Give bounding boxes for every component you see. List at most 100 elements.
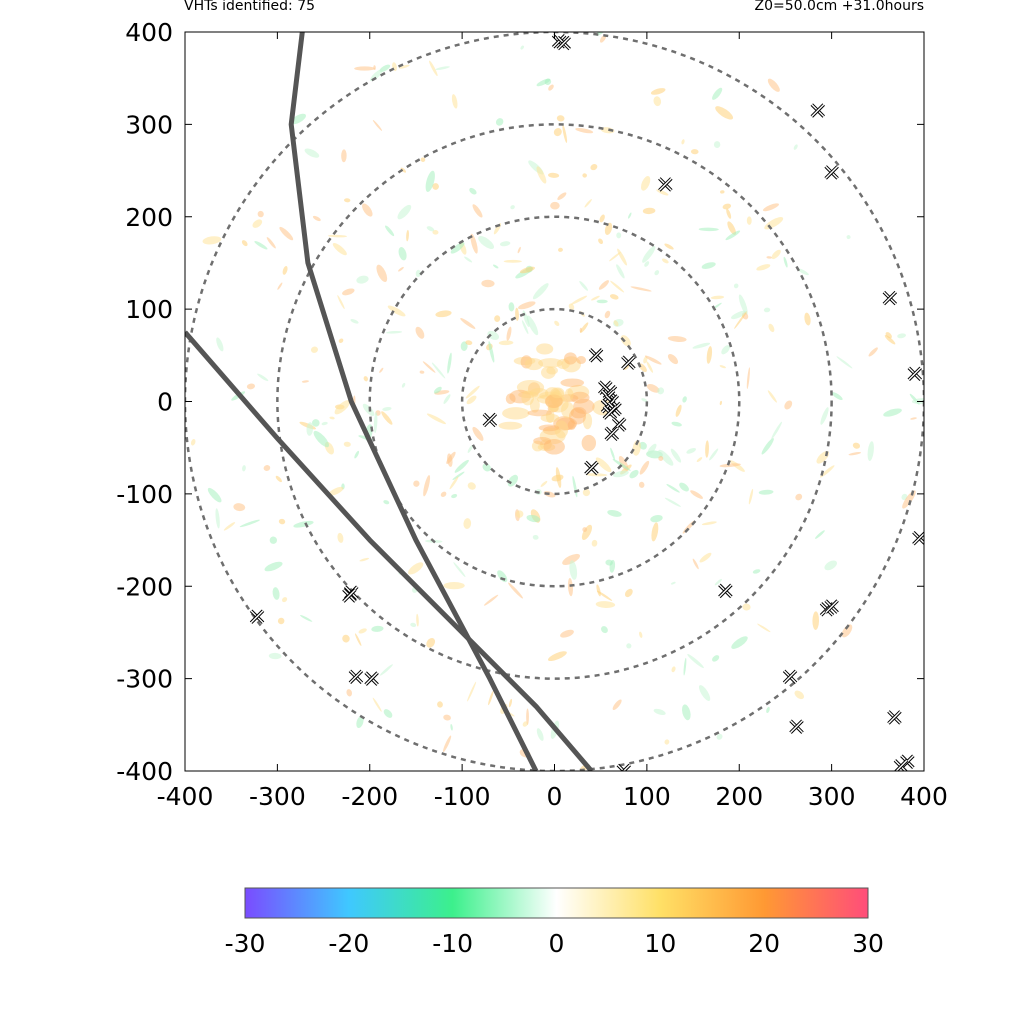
y-tick-label: -100 (116, 480, 173, 509)
field-blob (604, 310, 611, 319)
field-blob (532, 534, 539, 540)
field-blob (650, 88, 666, 95)
field-blob (383, 709, 393, 718)
x-tick-label: -300 (249, 782, 306, 811)
field-blob (783, 256, 788, 268)
field-blob (726, 208, 732, 219)
field-blob (343, 198, 351, 203)
field-blob (460, 341, 468, 351)
field-blob (638, 481, 645, 488)
field-blob (277, 282, 283, 290)
field-blob (488, 341, 495, 363)
field-blob (812, 611, 820, 630)
field-blob (269, 536, 278, 544)
field-blob (643, 356, 648, 364)
y-tick-label: 0 (157, 388, 173, 417)
field-blob (526, 514, 541, 523)
field-blob (264, 561, 283, 572)
field-blob (442, 735, 452, 753)
field-blob (519, 266, 535, 274)
field-blob (451, 94, 458, 109)
core-blob (581, 434, 597, 452)
field-blob (358, 628, 367, 634)
field-blob (429, 60, 438, 77)
field-blob (624, 588, 633, 598)
field-blob (650, 514, 663, 523)
field-blob (716, 733, 723, 740)
colorbar-tick-label: 0 (549, 929, 565, 958)
vht-marker (348, 669, 364, 684)
core-blob (524, 358, 544, 371)
field-blob (795, 493, 803, 501)
field-blob (897, 333, 906, 339)
field-blob (681, 704, 691, 721)
core-blob (550, 387, 565, 399)
field-blob (312, 419, 320, 427)
field-blob (488, 690, 494, 706)
field-blob (639, 631, 643, 638)
field-blob (719, 365, 726, 369)
field-blob (841, 624, 853, 638)
field-blob (272, 587, 280, 600)
field-blob (591, 295, 600, 301)
field-blob (373, 412, 378, 434)
field-blob (771, 249, 781, 260)
field-blob (425, 170, 435, 192)
field-blob (579, 280, 589, 291)
field-blob (406, 229, 409, 242)
field-blob (686, 447, 697, 454)
field-blob (738, 294, 748, 315)
colorbar-axis: -30 -20 -10 0 10 20 30 (225, 929, 884, 958)
field-blob (715, 106, 734, 120)
field-blob (612, 458, 631, 471)
field-blob (426, 226, 435, 232)
field-blob (440, 491, 447, 497)
field-blob (450, 242, 465, 254)
track-lines (185, 32, 594, 771)
field-blob (420, 157, 426, 162)
core-blob (563, 352, 577, 365)
field-blob (363, 376, 368, 382)
field-blob (640, 176, 651, 191)
field-blob (661, 258, 669, 264)
field-blob (620, 335, 631, 347)
field-blob (452, 471, 465, 480)
field-blob (495, 118, 504, 126)
field-blob (719, 400, 723, 406)
field-blob (591, 539, 598, 547)
vht-marker (249, 609, 265, 624)
y-tick-label: 300 (125, 110, 173, 139)
field-blob (609, 252, 621, 262)
field-blob (590, 164, 598, 171)
vht-marker (621, 355, 636, 370)
colorbar-tick-label: -20 (328, 929, 369, 958)
field-blob (820, 407, 829, 425)
field-blob (867, 441, 874, 461)
field-blob (254, 241, 268, 250)
field-blob (526, 708, 529, 725)
core-blob (560, 378, 585, 387)
field-blob (279, 226, 294, 241)
field-blob (712, 87, 723, 100)
vht-marker (604, 426, 619, 442)
colorbar-tick-label: -30 (225, 929, 266, 958)
field-blob (354, 66, 375, 71)
field-blob (731, 636, 748, 649)
field-blob (815, 530, 825, 539)
field-blob (371, 625, 384, 632)
field-blob (804, 312, 811, 326)
y-tick-label: -400 (116, 757, 173, 786)
field-blob (556, 115, 565, 122)
field-blob (362, 203, 373, 217)
field-blob (729, 460, 745, 472)
field-blob (658, 455, 664, 461)
core-blob (564, 388, 574, 402)
field-blob (354, 633, 362, 646)
field-blob (733, 283, 739, 289)
field-blob (657, 387, 665, 395)
field-blob (242, 465, 246, 472)
field-blob (386, 330, 403, 334)
field-blob (712, 655, 720, 662)
field-blob (338, 338, 344, 343)
